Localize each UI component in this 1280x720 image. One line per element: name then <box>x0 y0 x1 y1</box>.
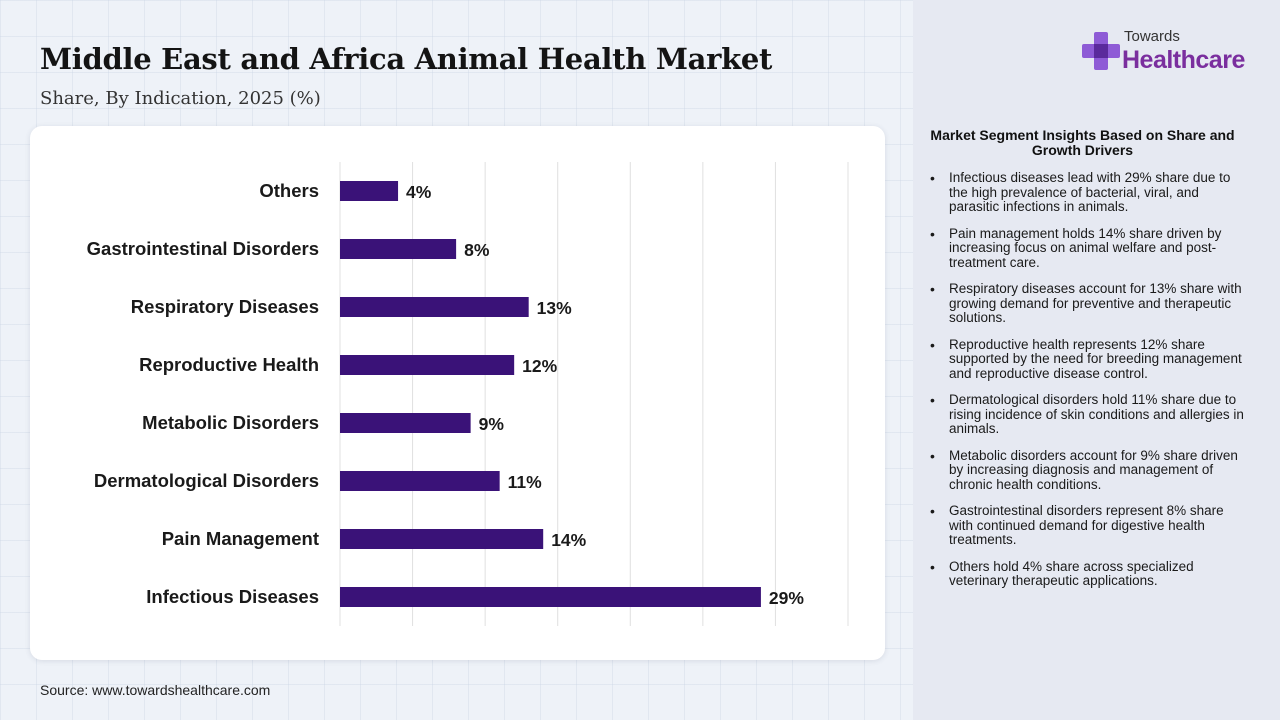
category-label: Dermatological Disorders <box>94 470 319 491</box>
category-label: Pain Management <box>162 528 319 549</box>
category-label: Reproductive Health <box>139 354 319 375</box>
value-label: 11% <box>508 472 542 492</box>
insight-item: Infectious diseases lead with 29% share … <box>930 170 1245 215</box>
insight-item: Reproductive health represents 12% share… <box>930 337 1245 382</box>
bar <box>340 413 471 433</box>
logo-main-text: Healthcare <box>1122 46 1245 74</box>
bar <box>340 529 544 549</box>
insights-title: Market Segment Insights Based on Share a… <box>930 127 1235 158</box>
source-text: Source: www.towardshealthcare.com <box>40 682 271 698</box>
brand-logo: Towards Healthcare <box>1080 26 1260 80</box>
bar-chart: Others 4% Gastrointestinal Disorders 8% Resp… <box>87 162 849 626</box>
insight-item: Metabolic disorders account for 9% share… <box>930 448 1245 493</box>
insights-list: Infectious diseases lead with 29% share … <box>930 170 1245 601</box>
category-label: Metabolic Disorders <box>142 412 319 433</box>
bar <box>340 297 529 317</box>
insight-item: Pain management holds 14% share driven b… <box>930 226 1245 271</box>
category-label: Respiratory Diseases <box>131 296 319 317</box>
insight-item: Gastrointestinal disorders represent 8% … <box>930 503 1245 548</box>
insight-item: Respiratory diseases account for 13% sha… <box>930 281 1245 326</box>
category-label: Others <box>259 180 319 201</box>
value-label: 9% <box>479 414 505 434</box>
value-label: 4% <box>406 182 432 202</box>
value-label: 8% <box>464 240 490 260</box>
chart-card: Others 4% Gastrointestinal Disorders 8% Resp… <box>30 126 885 660</box>
category-label: Gastrointestinal Disorders <box>87 238 319 259</box>
category-label: Infectious Diseases <box>146 586 319 607</box>
insight-item: Others hold 4% share across specialized … <box>930 559 1245 589</box>
bar <box>340 239 457 259</box>
bar <box>340 181 399 201</box>
page-subtitle: Share, By Indication, 2025 (%) <box>40 88 321 109</box>
value-label: 29% <box>769 588 804 608</box>
value-label: 12% <box>522 356 557 376</box>
value-label: 13% <box>537 298 572 318</box>
insight-item: Dermatological disorders hold 11% share … <box>930 392 1245 437</box>
bar <box>340 471 500 491</box>
page-title: Middle East and Africa Animal Health Mar… <box>40 42 773 76</box>
medical-cross-icon <box>1082 32 1120 70</box>
bar <box>340 355 515 375</box>
bar <box>340 587 761 607</box>
value-label: 14% <box>551 530 586 550</box>
logo-top-text: Towards <box>1124 28 1180 45</box>
